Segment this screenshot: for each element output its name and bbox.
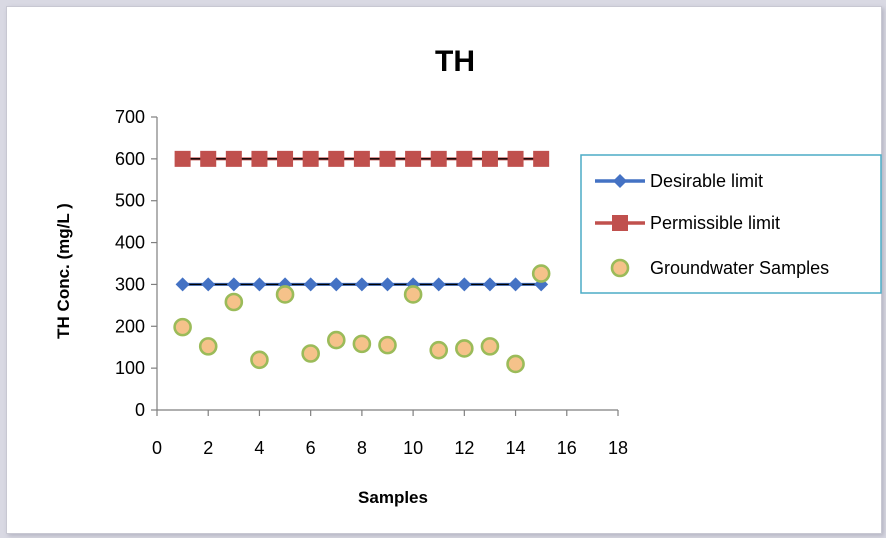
data-point bbox=[405, 150, 422, 167]
data-point bbox=[251, 150, 268, 167]
data-point bbox=[226, 277, 241, 292]
data-point bbox=[302, 150, 319, 167]
series-2 bbox=[173, 264, 551, 374]
data-point bbox=[431, 277, 446, 292]
data-point bbox=[429, 340, 449, 360]
y-tick-label: 700 bbox=[115, 107, 145, 127]
data-point bbox=[326, 330, 346, 350]
series-1 bbox=[174, 150, 550, 167]
data-point bbox=[175, 277, 190, 292]
data-point bbox=[174, 150, 191, 167]
x-tick-label: 8 bbox=[357, 438, 367, 458]
data-point bbox=[430, 150, 447, 167]
chart-frame: TH Samples TH Conc. (mg/L ) 0 100 200 300 40… bbox=[6, 6, 882, 534]
series-0 bbox=[175, 277, 549, 292]
legend-label: Desirable limit bbox=[650, 171, 763, 191]
y-tick-label: 400 bbox=[115, 233, 145, 253]
x-tick-label: 10 bbox=[403, 438, 423, 458]
data-point bbox=[201, 277, 216, 292]
x-axis-label: Samples bbox=[358, 488, 428, 507]
data-point bbox=[353, 150, 370, 167]
x-tick-label: 12 bbox=[454, 438, 474, 458]
chart: TH Samples TH Conc. (mg/L ) 010020030040… bbox=[54, 45, 882, 507]
data-point bbox=[508, 277, 523, 292]
data-point bbox=[225, 150, 242, 167]
legend-item: Groundwater Samples bbox=[610, 258, 829, 278]
axes: 0 100 200 300 400 500 600 700 0 2 4 6 8 10 12 14 16 18 bbox=[115, 107, 628, 458]
legend: Desirable limit Permissible limit Groundwa… bbox=[580, 154, 882, 294]
data-point bbox=[531, 264, 551, 283]
data-point bbox=[354, 277, 369, 292]
legend-marker bbox=[612, 215, 628, 231]
data-point bbox=[275, 285, 295, 304]
data-point bbox=[481, 150, 498, 167]
y-tick-label: 300 bbox=[115, 274, 145, 294]
y-tick-label: 500 bbox=[115, 191, 145, 211]
data-point bbox=[480, 337, 500, 356]
data-point bbox=[328, 150, 345, 167]
data-point bbox=[507, 150, 524, 167]
legend-marker bbox=[613, 174, 627, 188]
x-tick-label: 16 bbox=[557, 438, 577, 458]
data-point bbox=[403, 285, 423, 304]
legend-label: Permissible limit bbox=[650, 213, 780, 233]
data-point bbox=[380, 277, 395, 292]
data-point bbox=[457, 277, 472, 292]
legend-item: Desirable limit bbox=[595, 171, 763, 191]
data-point bbox=[198, 337, 218, 356]
data-point bbox=[252, 277, 267, 292]
data-point bbox=[506, 354, 525, 374]
legend-label: Groundwater Samples bbox=[650, 258, 829, 278]
data-point bbox=[224, 292, 244, 312]
data-point bbox=[352, 334, 372, 354]
data-point bbox=[301, 344, 320, 363]
chart-title: TH bbox=[435, 45, 475, 78]
data-point bbox=[533, 150, 550, 167]
y-tick-label: 100 bbox=[115, 358, 145, 378]
x-tick-label: 0 bbox=[152, 438, 162, 458]
y-tick-label: 600 bbox=[115, 149, 145, 169]
y-axis-label: TH Conc. (mg/L ) bbox=[54, 203, 73, 339]
x-tick-label: 2 bbox=[203, 438, 213, 458]
data-point bbox=[329, 277, 344, 292]
data-point bbox=[379, 150, 396, 167]
data-point bbox=[378, 335, 397, 355]
data-point bbox=[277, 150, 294, 167]
x-tick-label: 14 bbox=[506, 438, 526, 458]
legend-marker bbox=[610, 258, 630, 278]
data-point bbox=[482, 277, 497, 292]
data-point bbox=[250, 350, 269, 370]
x-tick-label: 6 bbox=[306, 438, 316, 458]
x-tick-label: 4 bbox=[254, 438, 264, 458]
y-tick-label: 0 bbox=[135, 400, 145, 420]
data-point bbox=[200, 150, 217, 167]
data-point bbox=[173, 317, 192, 337]
data-point bbox=[456, 150, 473, 167]
x-tick-label: 18 bbox=[608, 438, 628, 458]
data-point bbox=[455, 339, 474, 358]
data-point bbox=[303, 277, 318, 292]
y-tick-label: 200 bbox=[115, 316, 145, 336]
series-layer bbox=[173, 150, 551, 374]
legend-item: Permissible limit bbox=[595, 213, 780, 233]
